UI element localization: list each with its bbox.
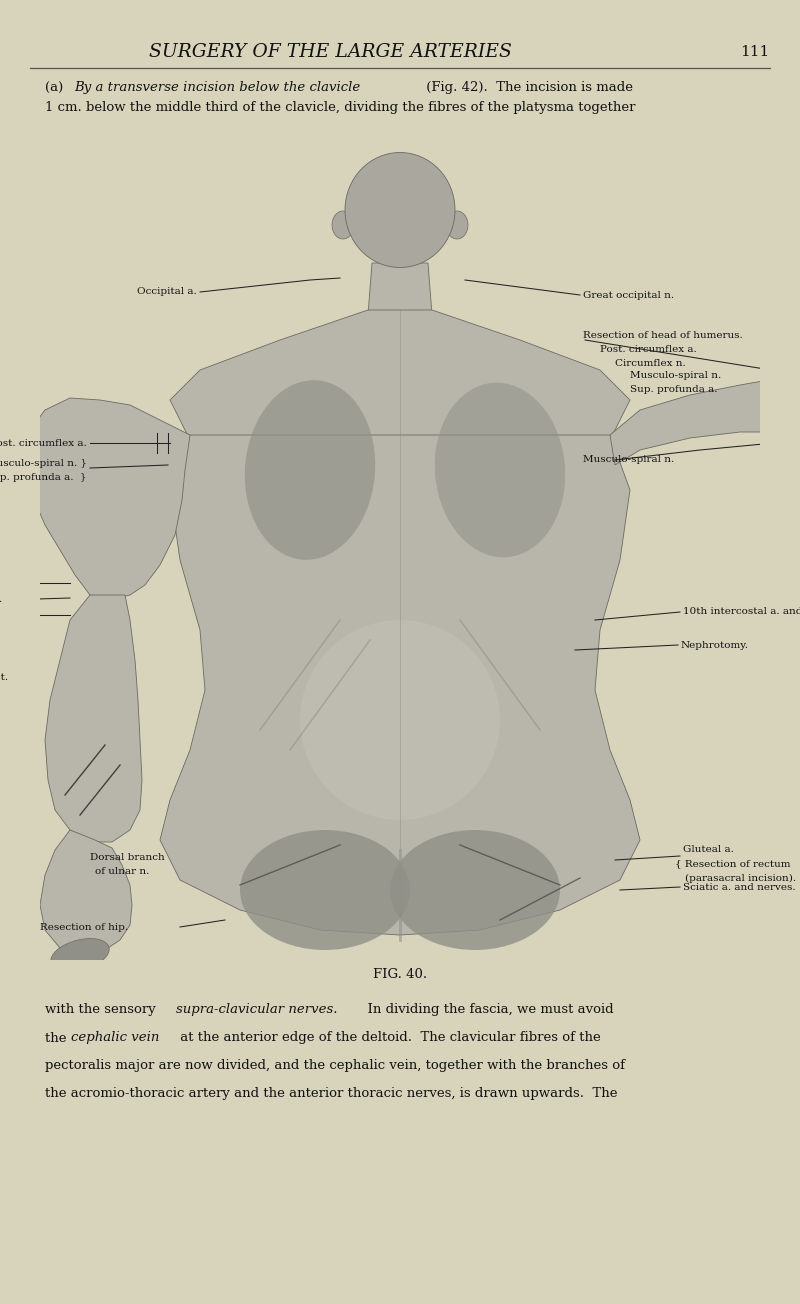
Text: Resection of wrist.: Resection of wrist.: [0, 673, 8, 682]
Ellipse shape: [240, 831, 410, 951]
Ellipse shape: [345, 153, 455, 267]
Ellipse shape: [390, 831, 560, 951]
Text: Musculo-spiral n.: Musculo-spiral n.: [583, 455, 674, 464]
Text: Musculo-spiral n.: Musculo-spiral n.: [630, 372, 722, 381]
Ellipse shape: [300, 619, 500, 820]
Text: Ulnar n.: Ulnar n.: [0, 596, 2, 605]
Ellipse shape: [50, 939, 110, 971]
Text: { Resection of rectum: { Resection of rectum: [675, 859, 790, 868]
Text: with the sensory: with the sensory: [45, 1004, 160, 1017]
Text: cephalic vein: cephalic vein: [71, 1031, 159, 1045]
Text: Resection of head of humerus.: Resection of head of humerus.: [583, 330, 742, 339]
Text: Dorsal branch: Dorsal branch: [90, 854, 165, 862]
Text: the: the: [45, 1031, 70, 1045]
Text: Post. circumflex a.: Post. circumflex a.: [0, 438, 87, 447]
Ellipse shape: [446, 211, 468, 239]
Text: (a): (a): [45, 81, 67, 94]
Text: SURGERY OF THE LARGE ARTERIES: SURGERY OF THE LARGE ARTERIES: [149, 43, 511, 61]
Polygon shape: [45, 595, 142, 842]
Text: Great occipital n.: Great occipital n.: [583, 291, 674, 300]
Text: Musculo-spiral n. }: Musculo-spiral n. }: [0, 459, 87, 468]
Text: By a transverse incision below the clavicle: By a transverse incision below the clavi…: [74, 81, 360, 94]
Text: Gluteal a.: Gluteal a.: [683, 845, 734, 854]
Polygon shape: [170, 310, 630, 439]
Text: Resection of hip.: Resection of hip.: [40, 922, 128, 931]
Text: 1 cm. below the middle third of the clavicle, dividing the fibres of the platysm: 1 cm. below the middle third of the clav…: [45, 100, 635, 113]
Text: of ulnar n.: of ulnar n.: [95, 867, 150, 876]
Text: Nephrotomy.: Nephrotomy.: [681, 640, 749, 649]
Polygon shape: [368, 263, 432, 316]
Text: (Fig. 42).  The incision is made: (Fig. 42). The incision is made: [422, 81, 633, 94]
Text: Sciatic a. and nerves.: Sciatic a. and nerves.: [683, 883, 796, 892]
Text: the acromio-thoracic artery and the anterior thoracic nerves, is drawn upwards. : the acromio-thoracic artery and the ante…: [45, 1088, 618, 1101]
Polygon shape: [610, 378, 800, 466]
Text: Circumflex n.: Circumflex n.: [615, 359, 686, 368]
Text: pectoralis major are now divided, and the cephalic vein, together with the branc: pectoralis major are now divided, and th…: [45, 1059, 625, 1072]
Polygon shape: [40, 831, 132, 955]
Ellipse shape: [332, 211, 354, 239]
Text: Post. circumflex a.: Post. circumflex a.: [600, 346, 697, 355]
Text: Sup. profunda a.  }: Sup. profunda a. }: [0, 473, 87, 482]
Text: 111: 111: [740, 46, 770, 59]
Text: Occipital a.: Occipital a.: [138, 287, 197, 296]
Text: 10th intercostal a. and n.: 10th intercostal a. and n.: [683, 608, 800, 617]
Text: at the anterior edge of the deltoid.  The clavicular fibres of the: at the anterior edge of the deltoid. The…: [176, 1031, 601, 1045]
Polygon shape: [25, 398, 190, 600]
Text: (parasacral incision).: (parasacral incision).: [685, 874, 796, 883]
Polygon shape: [160, 436, 640, 935]
Text: supra-clavicular nerves.: supra-clavicular nerves.: [176, 1004, 338, 1017]
Ellipse shape: [434, 382, 566, 557]
Text: FIG. 40.: FIG. 40.: [373, 969, 427, 982]
Ellipse shape: [245, 381, 375, 559]
Text: Sup. profunda a.: Sup. profunda a.: [630, 385, 718, 394]
Text: In dividing the fascia, we must avoid: In dividing the fascia, we must avoid: [359, 1004, 614, 1017]
